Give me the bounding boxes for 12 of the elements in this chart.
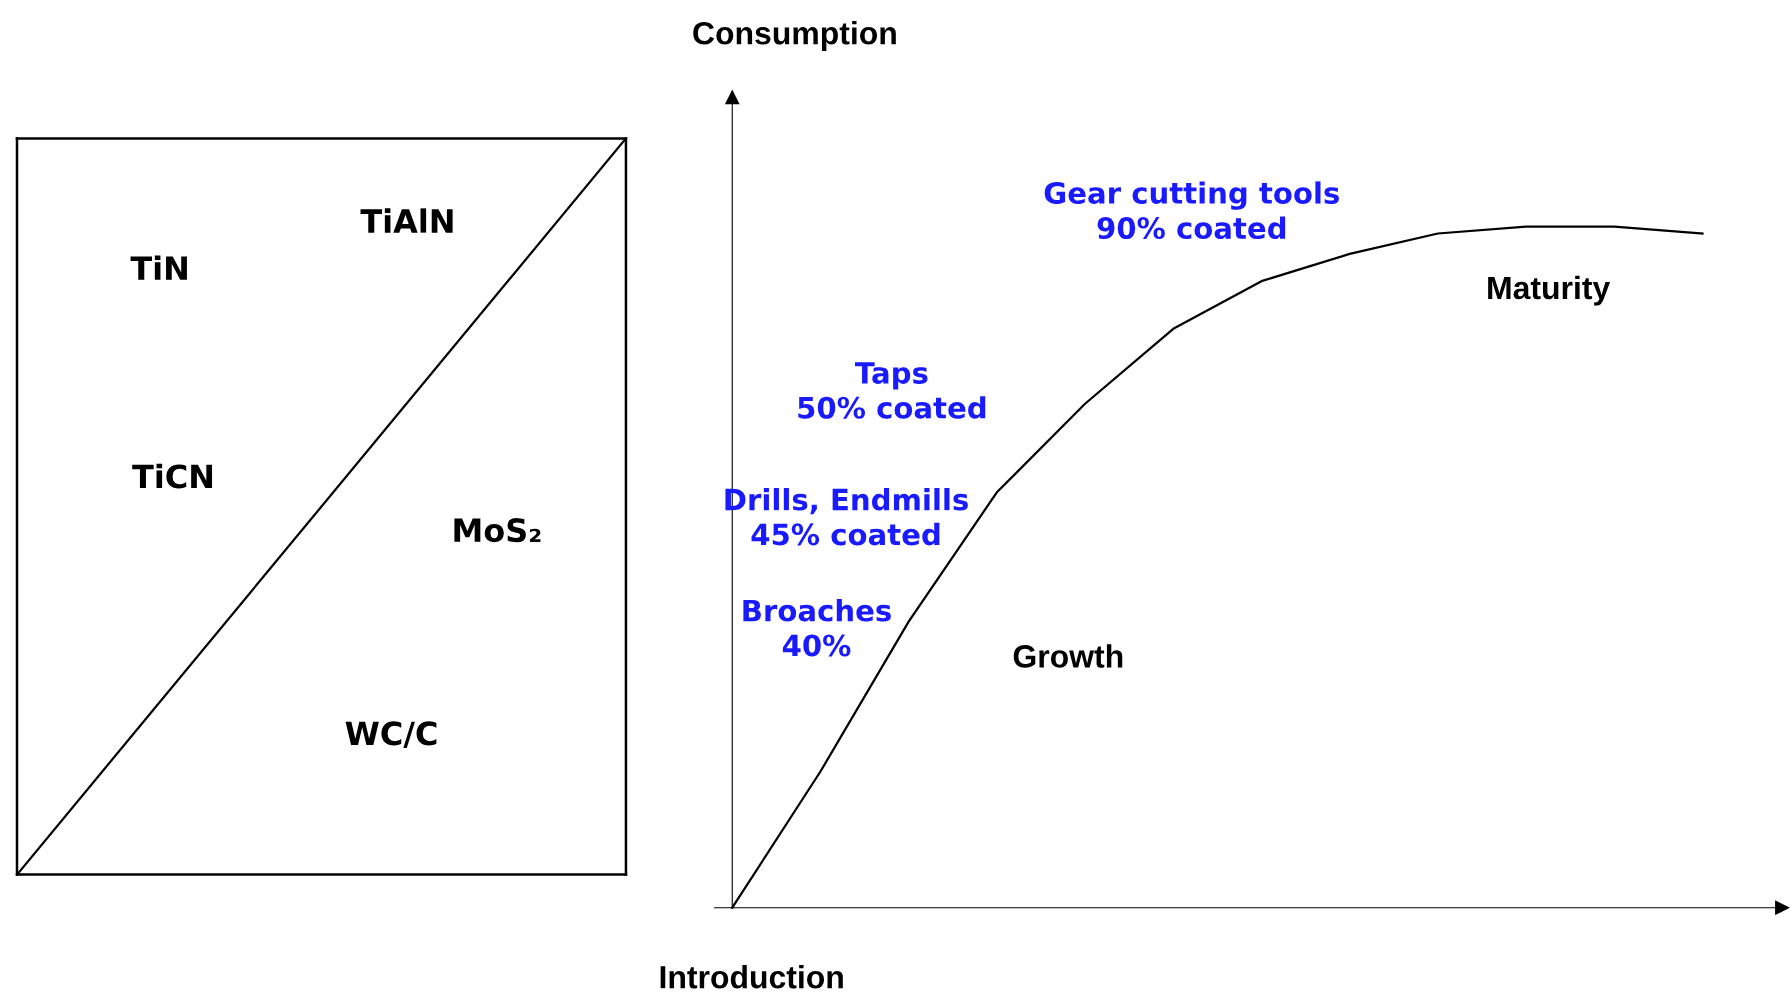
text: MoS₂ bbox=[454, 518, 541, 543]
y-axis-title: Consumption bbox=[693, 21, 896, 51]
annotation: Growth bbox=[1013, 644, 1123, 668]
annotation: Taps 50% coated bbox=[798, 362, 986, 419]
annotation: Broaches 40% bbox=[743, 598, 891, 657]
text: TiAlN bbox=[360, 208, 453, 233]
text: WC/C bbox=[345, 721, 437, 748]
text: Introduction bbox=[660, 965, 843, 989]
annotation: Maturity bbox=[1488, 275, 1611, 306]
annotation: Gear cutting tools 90% coated bbox=[1044, 181, 1339, 240]
text: TiN bbox=[130, 255, 187, 280]
text: TiCN bbox=[132, 463, 213, 489]
